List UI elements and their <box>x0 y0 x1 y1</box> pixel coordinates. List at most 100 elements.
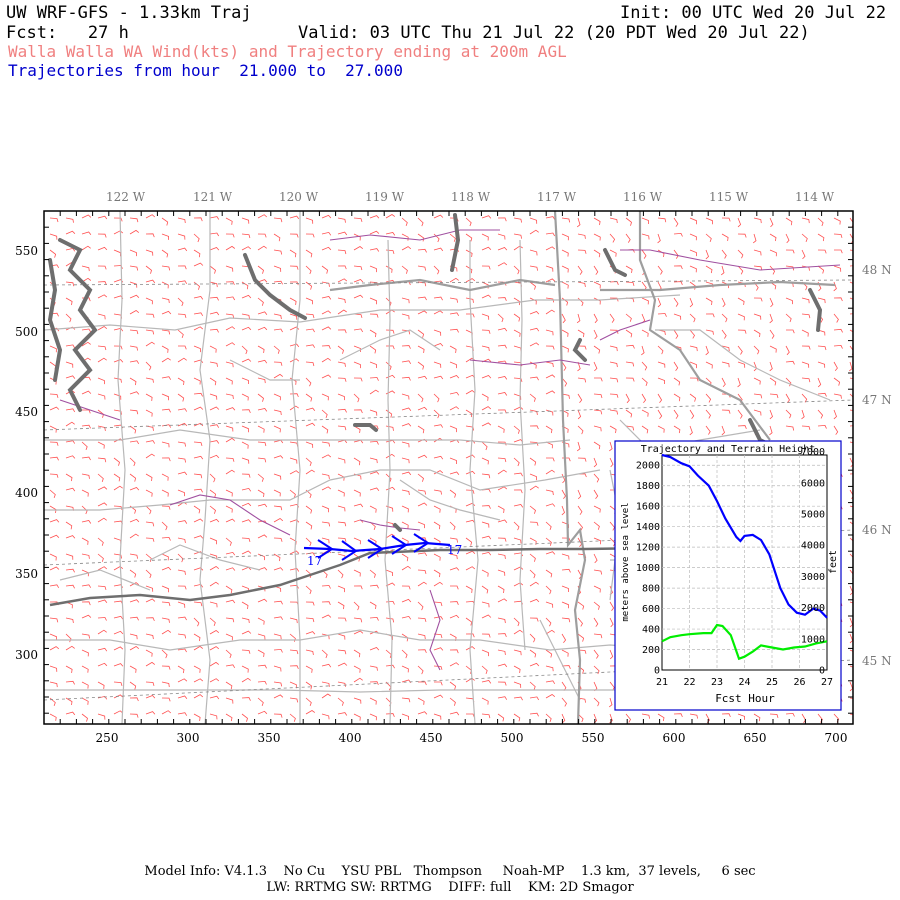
wind-barb <box>497 247 508 251</box>
wind-barb <box>273 633 282 640</box>
wind-barb <box>609 617 614 628</box>
wind-barb <box>353 457 361 466</box>
wind-barb <box>273 328 283 333</box>
wind-barb <box>177 265 187 270</box>
wind-barb <box>161 281 169 289</box>
wind-barb <box>257 489 265 498</box>
wind-barb <box>641 425 649 434</box>
wind-barb <box>257 214 268 219</box>
map-subtitle: Walla Walla WA Wind(kts) and Trajectory … <box>8 42 567 61</box>
wind-barb <box>513 537 522 544</box>
wind-barb <box>593 217 601 226</box>
wind-barb <box>401 713 409 720</box>
wind-barb <box>849 505 853 508</box>
inset-left-axis: 0 200 400 600 800 1000 1200 1400 1600 1800 2000 <box>636 461 660 677</box>
wind-barb <box>753 345 760 355</box>
wind-barb <box>513 696 523 701</box>
wind-barb <box>209 265 216 274</box>
wind-barb <box>161 665 171 670</box>
wind-barb <box>97 281 107 285</box>
wind-barb <box>401 489 410 495</box>
wind-barb <box>145 661 156 667</box>
lon-label: 121 W <box>193 190 233 204</box>
wind-barb <box>577 281 586 287</box>
wind-barb <box>49 519 60 523</box>
wind-barb <box>321 505 329 513</box>
wind-barb <box>417 697 425 705</box>
wind-barb <box>561 409 569 417</box>
wind-barb <box>353 328 364 333</box>
wind-barb <box>321 326 332 331</box>
wind-barb <box>97 215 108 220</box>
wind-barb <box>305 505 313 514</box>
wind-barb <box>545 680 556 685</box>
wind-barb <box>641 713 650 719</box>
wind-barb <box>433 694 444 699</box>
wind-barb <box>833 409 837 420</box>
wind-barb <box>449 681 457 690</box>
wind-barb <box>401 217 408 227</box>
wind-barb <box>49 566 60 571</box>
wind-barb <box>577 409 582 420</box>
wind-barb <box>513 713 521 722</box>
wind-barb <box>513 665 521 673</box>
wind-barb <box>273 489 281 497</box>
wind-barb <box>225 425 234 432</box>
wind-barb <box>689 409 695 419</box>
wind-barb <box>97 393 106 400</box>
wind-barb <box>481 585 489 594</box>
wind-barb <box>113 646 124 651</box>
wind-barb <box>465 617 473 626</box>
wind-barb <box>449 662 460 667</box>
wind-barb <box>401 505 409 513</box>
wind-barb <box>801 313 811 319</box>
wind-barb <box>369 215 380 219</box>
wind-barb <box>721 249 727 259</box>
x-tick-label: 400 <box>339 731 362 745</box>
wind-barb <box>97 326 108 331</box>
wind-barb <box>369 313 379 318</box>
wind-barb <box>769 217 774 228</box>
wind-barb <box>497 425 505 433</box>
wind-barb <box>97 246 108 251</box>
wind-barb <box>305 233 315 238</box>
wind-barb <box>145 489 153 497</box>
wind-barb <box>481 233 489 241</box>
wind-barb <box>833 313 839 323</box>
inset-y-tick-left: 400 <box>642 625 660 636</box>
wind-barb <box>113 345 123 350</box>
wind-barb <box>65 408 76 413</box>
wind-barb <box>449 425 457 433</box>
wind-barb <box>65 344 76 349</box>
wind-barb <box>737 313 745 321</box>
wind-barb <box>225 649 232 659</box>
wind-barb <box>97 647 108 652</box>
wind-barb <box>225 664 236 669</box>
wind-barb <box>513 521 520 531</box>
wind-barb <box>689 249 697 257</box>
wind-barb <box>49 456 59 461</box>
wind-barb <box>369 665 378 671</box>
wind-barb <box>289 489 296 498</box>
wind-barb <box>529 327 540 332</box>
wind-barb <box>449 406 460 411</box>
wind-barb <box>209 328 219 333</box>
wind-barb <box>720 265 725 276</box>
wind-barb <box>97 441 105 449</box>
wind-barb <box>305 313 315 319</box>
wind-barb <box>225 713 233 722</box>
wind-barb <box>481 215 492 219</box>
wind-barb <box>177 377 185 386</box>
wind-barb <box>177 616 187 621</box>
wind-barb <box>417 438 428 443</box>
wind-barb <box>353 585 363 590</box>
wind-barb <box>257 425 265 433</box>
wind-barb <box>97 566 108 571</box>
wind-barb <box>801 217 810 224</box>
wind-barb <box>513 329 521 337</box>
wind-barb <box>145 265 152 274</box>
wind-barb <box>577 521 583 531</box>
wind-barb <box>385 265 393 273</box>
wind-barb <box>417 375 428 380</box>
wind-barb <box>466 713 475 718</box>
